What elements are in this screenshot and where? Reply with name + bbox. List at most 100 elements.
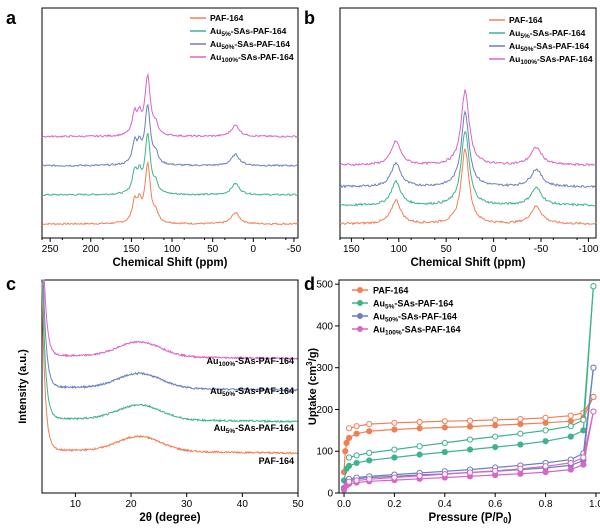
desorption-point xyxy=(366,420,373,428)
desorption-point xyxy=(517,465,524,472)
x-tick-label: 50 xyxy=(207,244,219,255)
adsorption-point xyxy=(580,427,587,434)
desorption-point xyxy=(345,454,353,461)
desorption-point xyxy=(441,471,448,478)
panel-label-d: d xyxy=(304,274,315,294)
series-label: Au100%-SAs-PAF-164 xyxy=(207,356,294,368)
series-line xyxy=(42,279,298,393)
desorption-point xyxy=(542,414,549,421)
adsorption-point xyxy=(366,428,373,435)
legend-entry: PAF-164 xyxy=(509,15,543,25)
series-line xyxy=(41,282,298,455)
y-axis-label: Uptake (cm3/g) xyxy=(305,348,319,426)
series-line xyxy=(42,279,298,424)
legend-marker xyxy=(357,313,363,319)
adsorption-point xyxy=(542,419,549,426)
x-tick-label: 0.0 xyxy=(337,499,351,510)
adsorption-point xyxy=(517,420,524,428)
plot-frame-a xyxy=(41,7,299,239)
x-tick-label: 250 xyxy=(42,244,59,255)
desorption-point xyxy=(580,416,587,424)
x-axis-label: Pressure (P/P0) xyxy=(428,512,511,525)
legend-entry: Au50%-SAs-PAF-164 xyxy=(509,41,589,53)
x-tick-label: 150 xyxy=(123,244,140,255)
desorption-line xyxy=(348,286,594,459)
adsorption-point xyxy=(345,462,353,469)
adsorption-point xyxy=(353,430,360,437)
legend-entry: Au100%-SAs-PAF-164 xyxy=(509,54,593,66)
adsorption-point xyxy=(492,443,499,451)
adsorption-point xyxy=(542,438,549,445)
desorption-point xyxy=(441,418,448,425)
plot-frame-c xyxy=(41,279,299,494)
y-axis-label: Intensity (a.u.) xyxy=(17,349,29,424)
x-tick-label: 200 xyxy=(82,244,99,255)
series-line xyxy=(42,279,298,361)
x-tick-label: 0 xyxy=(251,244,257,255)
desorption-point xyxy=(353,452,360,459)
x-axis-label: Chemical Shift (ppm) xyxy=(410,257,525,269)
legend-entry: Au5%-SAs-PAF-164 xyxy=(373,299,453,311)
legend-marker xyxy=(357,300,363,306)
desorption-point xyxy=(517,430,524,437)
adsorption-point xyxy=(517,470,524,477)
x-tick-label: 20 xyxy=(125,499,137,510)
series-line xyxy=(41,103,299,168)
adsorption-point xyxy=(441,448,448,456)
desorption-point xyxy=(517,415,524,423)
legend-marker xyxy=(357,326,363,332)
desorption-point xyxy=(590,283,597,290)
panel-label-b: b xyxy=(304,8,315,28)
y-tick-label: 200 xyxy=(316,405,333,416)
desorption-point xyxy=(391,419,398,426)
desorption-point xyxy=(366,476,373,483)
series-line xyxy=(41,160,299,226)
desorption-point xyxy=(391,474,398,481)
y-tick-label: 400 xyxy=(316,321,333,332)
desorption-point xyxy=(441,439,448,446)
x-tick-label: 0 xyxy=(491,244,497,255)
y-tick-label: 300 xyxy=(316,363,333,374)
desorption-point xyxy=(345,478,353,485)
desorption-point xyxy=(466,417,474,424)
x-tick-label: 50 xyxy=(292,499,304,510)
adsorption-point xyxy=(345,434,353,441)
desorption-point xyxy=(416,443,423,450)
legend-entry: PAF-164 xyxy=(373,286,408,296)
adsorption-line xyxy=(343,396,594,473)
y-tick-label: 0 xyxy=(327,489,333,500)
desorption-point xyxy=(492,467,499,474)
x-tick-label: -100 xyxy=(578,244,598,255)
desorption-point xyxy=(345,425,353,432)
desorption-point xyxy=(391,446,398,453)
desorption-point xyxy=(466,469,474,476)
adsorption-point xyxy=(466,446,474,453)
legend-entry: Au5%-SAs-PAF-164 xyxy=(509,28,586,40)
desorption-point xyxy=(590,364,597,371)
series-line xyxy=(339,148,597,226)
x-axis-label: 2θ (degree) xyxy=(139,512,200,524)
legend-marker xyxy=(357,287,363,293)
desorption-point xyxy=(353,423,360,430)
x-tick-label: -50 xyxy=(287,244,302,255)
desorption-point xyxy=(492,416,499,424)
adsorption-point xyxy=(466,423,474,430)
legend-entry: Au100%-SAs-PAF-164 xyxy=(210,52,294,64)
adsorption-point xyxy=(342,448,349,455)
legend-entry: Au100%-SAs-PAF-164 xyxy=(373,325,460,337)
desorption-point xyxy=(416,472,423,479)
x-tick-label: 0.4 xyxy=(438,499,452,510)
series-line xyxy=(41,132,299,197)
adsorption-point xyxy=(517,441,524,448)
adsorption-point xyxy=(416,451,423,458)
adsorption-point xyxy=(416,425,423,432)
series-line xyxy=(41,72,299,138)
x-tick-label: 100 xyxy=(164,244,181,255)
adsorption-point xyxy=(353,459,360,467)
adsorption-point xyxy=(441,424,448,431)
adsorption-point xyxy=(542,469,549,476)
x-tick-label: -50 xyxy=(534,244,549,255)
adsorption-point xyxy=(567,466,574,473)
desorption-point xyxy=(580,454,587,461)
